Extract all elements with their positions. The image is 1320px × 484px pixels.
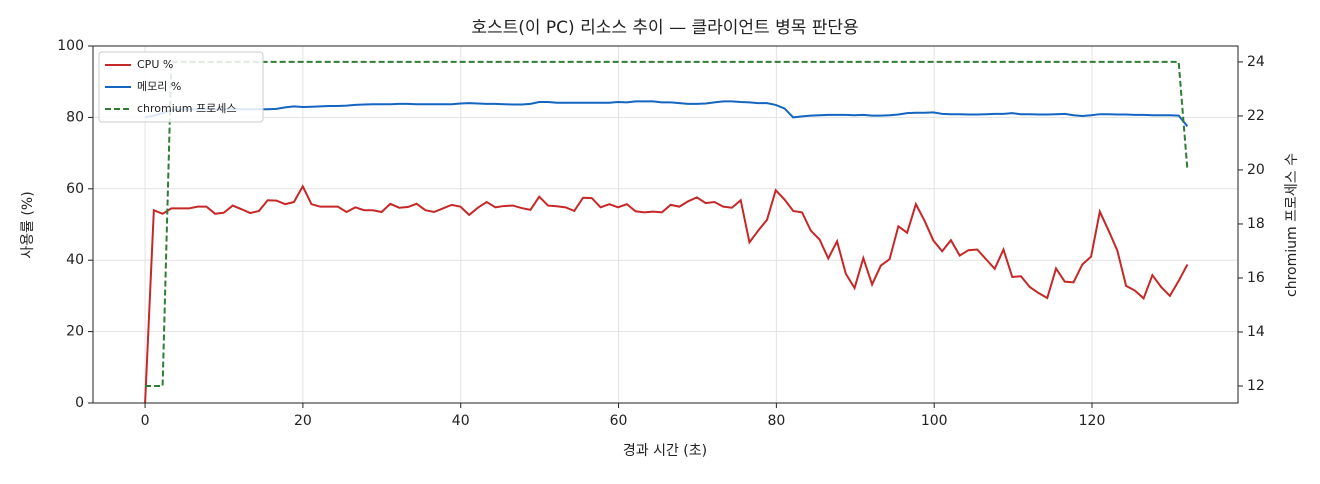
y2-tick-label: 22: [1247, 108, 1265, 124]
y2-tick-label: 24: [1247, 54, 1265, 70]
y-axis-label: 사용률 (%): [20, 191, 36, 258]
y2-axis-label: chromium 프로세스 수: [1284, 153, 1300, 297]
plot-frame: [92, 45, 1239, 404]
x-axis-label: 경과 시간 (초): [623, 443, 707, 459]
x-tick-label: 120: [1079, 413, 1106, 429]
series-line: [144, 100, 1189, 127]
y2-tick-label: 20: [1247, 162, 1265, 178]
y-tick-label: 0: [75, 395, 84, 411]
series-line: [145, 60, 1189, 387]
legend-label: chromium 프로세스: [137, 102, 236, 115]
y-tick-label: 80: [66, 109, 84, 125]
x-tick-label: 0: [141, 413, 150, 429]
chart-title: 호스트(이 PC) 리소스 추이 — 클라이언트 병목 판단용: [471, 18, 858, 38]
legend-label: CPU %: [137, 58, 173, 71]
x-tick-label: 60: [610, 413, 628, 429]
y-tick-label: 100: [57, 38, 84, 54]
y2-tick-label: 16: [1247, 270, 1265, 286]
x-tick-label: 80: [767, 413, 785, 429]
y2-tick-label: 12: [1247, 378, 1265, 394]
legend-label: 메모리 %: [137, 80, 181, 93]
x-tick-label: 40: [452, 413, 470, 429]
x-tick-label: 20: [294, 413, 312, 429]
legend-box: [98, 51, 264, 123]
y2-tick-label: 14: [1247, 324, 1265, 340]
y2-tick-label: 18: [1247, 216, 1265, 232]
x-tick-label: 100: [921, 413, 948, 429]
y-tick-label: 40: [66, 252, 84, 268]
series-line: [144, 184, 1189, 403]
y-tick-label: 20: [66, 324, 84, 340]
y-tick-label: 60: [66, 181, 84, 197]
